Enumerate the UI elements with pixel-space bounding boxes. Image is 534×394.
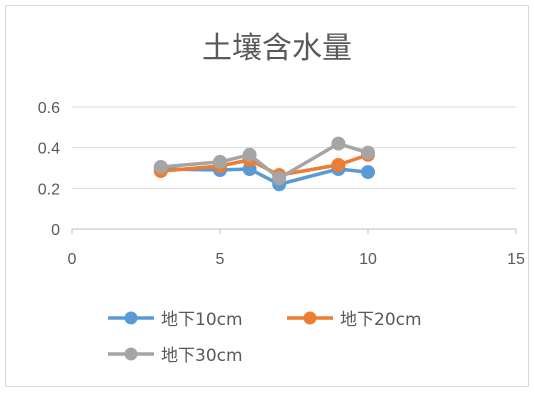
x-tick-label: 5 <box>216 251 225 268</box>
data-point <box>361 165 375 180</box>
y-tick-label: 0.4 <box>38 141 60 158</box>
data-point <box>272 171 287 186</box>
series-3 <box>153 136 375 186</box>
series-layer <box>153 136 375 192</box>
y-tick-label: 0 <box>51 222 60 239</box>
x-tick-label: 15 <box>507 251 525 268</box>
data-point <box>242 147 257 162</box>
y-tick-label: 0.2 <box>38 181 60 198</box>
chart-frame <box>5 5 529 387</box>
legend-label: 地下10cm <box>161 310 243 330</box>
x-tick-label: 0 <box>68 251 77 268</box>
legend-label: 地下20cm <box>340 310 422 330</box>
y-tick-label: 0.6 <box>38 100 60 117</box>
data-point <box>331 136 346 151</box>
legend-marker <box>124 347 138 361</box>
legend: 地下10cm 地下20cm 地下30cm <box>108 310 422 366</box>
data-point <box>361 145 375 160</box>
grid-layer <box>72 106 516 189</box>
data-point <box>213 154 227 169</box>
legend-item: 地下30cm <box>108 346 243 366</box>
axis-layer: 0 0.2 0.4 0.6 0 5 10 15 <box>38 100 525 268</box>
legend-marker <box>303 311 317 325</box>
chart-title: 土壤含水量 <box>202 31 352 66</box>
data-point <box>331 157 346 172</box>
legend-item: 地下20cm <box>287 310 422 330</box>
legend-item: 地下10cm <box>108 310 243 330</box>
legend-label: 地下30cm <box>161 346 243 366</box>
x-tick-label: 10 <box>359 251 377 268</box>
legend-marker <box>124 311 138 325</box>
data-point <box>153 159 168 174</box>
